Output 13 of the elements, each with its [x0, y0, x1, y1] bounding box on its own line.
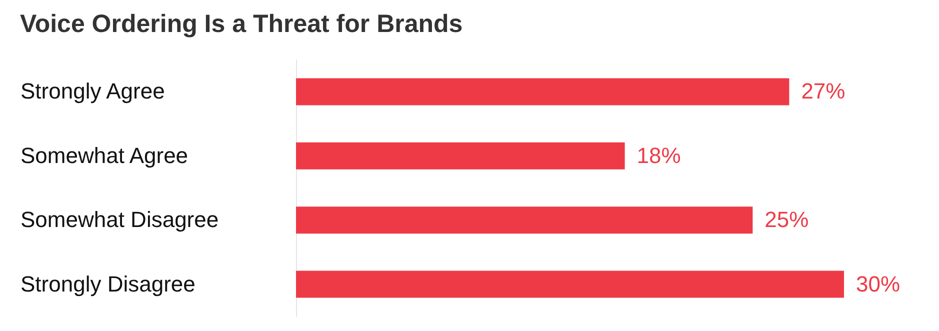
y-tick-label: Strongly Disagree	[20, 271, 196, 296]
data-label: 18%	[636, 142, 681, 168]
bar	[296, 206, 753, 234]
bar	[296, 78, 790, 106]
data-label: 25%	[764, 207, 809, 232]
y-tick-label: Somewhat Agree	[20, 142, 188, 168]
bar	[296, 142, 625, 170]
chart-title: Voice Ordering Is a Threat for Brands	[20, 10, 463, 38]
y-tick-label: Strongly Agree	[20, 78, 165, 104]
y-tick-label: Somewhat Disagree	[20, 207, 219, 232]
data-label: 27%	[801, 78, 846, 104]
data-label: 30%	[856, 271, 900, 296]
bar	[296, 270, 844, 298]
